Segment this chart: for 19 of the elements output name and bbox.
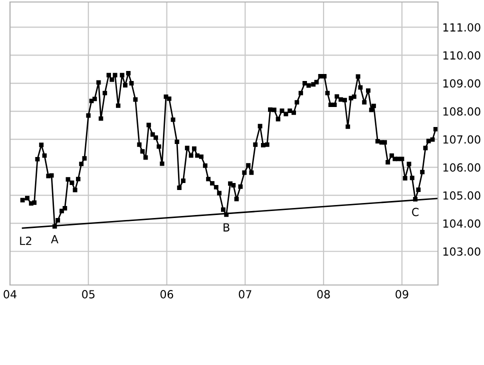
y-tick-label: 109.00: [443, 79, 480, 88]
y-tick-label: 108.00: [443, 107, 480, 116]
x-tick-label: 05: [82, 290, 94, 298]
y-tick-label: 104.00: [443, 219, 480, 228]
y-tick-label: 105.00: [443, 191, 480, 200]
x-tick-label: 06: [160, 290, 174, 298]
x-tick-label: 07: [238, 290, 252, 298]
y-tick-label: 110.00: [443, 51, 480, 60]
y-tick-label: 107.00: [443, 135, 480, 144]
annotation: B: [224, 223, 230, 232]
x-tick-label: 09: [396, 290, 408, 298]
x-tick-label: 04: [4, 290, 16, 298]
x-tick-label: 08: [317, 290, 330, 298]
annotation: L2: [20, 236, 32, 245]
y-tick-label: 111.00: [443, 23, 480, 32]
y-tick-label: 103.00: [443, 247, 480, 256]
annotation: C: [412, 208, 419, 216]
annotation: A: [50, 235, 58, 244]
y-tick-label: 106.00: [443, 163, 480, 172]
